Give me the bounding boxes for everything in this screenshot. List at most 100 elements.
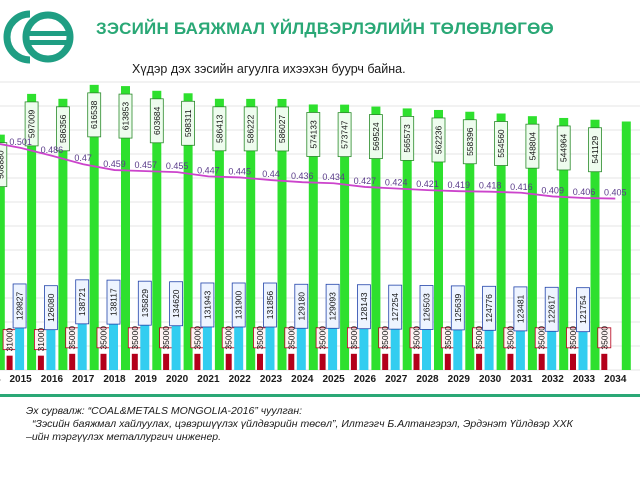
bar-series-1-2029 bbox=[444, 353, 451, 370]
bar-series-1-2022 bbox=[225, 353, 232, 370]
data-label-series-2-2016: 126080 bbox=[46, 293, 56, 322]
x-tick-label: 2029 bbox=[448, 374, 471, 385]
citation-line-1: “Зэсийн баяжмал хайлуулах, цэвэршүүлэх ү… bbox=[32, 418, 573, 430]
data-label-box bbox=[181, 100, 196, 146]
bar-series-3-2034 bbox=[621, 121, 631, 370]
bar-series-3-2017 bbox=[89, 84, 99, 371]
data-label-series-1-2024: 35000 bbox=[286, 326, 296, 350]
bar-series-3-2022 bbox=[246, 98, 256, 371]
bar-series-1-2030 bbox=[476, 353, 483, 370]
x-tick-label: 2027 bbox=[385, 374, 408, 385]
bar-series-2-2033 bbox=[578, 313, 588, 370]
bar-series-2-2030 bbox=[484, 312, 494, 370]
data-label-box bbox=[243, 106, 258, 152]
data-label-box bbox=[149, 98, 164, 144]
data-label-series-1-2017: 35000 bbox=[67, 326, 77, 350]
data-label-box bbox=[597, 327, 612, 349]
x-tick-label: 2022 bbox=[229, 374, 252, 385]
data-label-series-1-2025: 35000 bbox=[318, 326, 328, 350]
data-label-series-1-2027: 35000 bbox=[380, 326, 390, 350]
data-label-series-1-2032: 35000 bbox=[537, 326, 547, 350]
data-label-series-2-2029: 125639 bbox=[453, 293, 463, 322]
data-label-series-2-2025: 129093 bbox=[328, 292, 338, 321]
data-label-box bbox=[544, 286, 559, 332]
line-label-2021: 0.447 bbox=[197, 165, 220, 175]
bar-series-3-2020 bbox=[183, 93, 193, 370]
line-label-2019: 0.457 bbox=[135, 160, 158, 170]
data-label-series-1-2033: 35000 bbox=[568, 326, 578, 350]
x-tick-label: 2025 bbox=[322, 374, 345, 385]
x-tick-label: 2031 bbox=[510, 374, 533, 385]
data-label-series-1-2030: 35000 bbox=[474, 326, 484, 350]
data-label-box bbox=[450, 285, 465, 331]
data-label-box bbox=[294, 283, 309, 329]
data-label-box bbox=[400, 116, 415, 161]
bar-series-2-2028 bbox=[422, 311, 431, 370]
line-label-2024: 0.436 bbox=[291, 171, 314, 181]
data-label-series-1-2022: 35000 bbox=[224, 326, 234, 350]
page-title: ЗЭСИЙН БАЯЖМАЛ ҮЙЛДВЭРЛЭЛИЙН ТӨЛӨВЛӨГӨӨ bbox=[96, 19, 554, 38]
bar-series-3-2032 bbox=[559, 117, 569, 370]
data-label-series-3-2024: 574133 bbox=[308, 120, 318, 149]
data-label-box bbox=[56, 106, 70, 152]
x-tick-label: 2026 bbox=[354, 374, 377, 385]
bar-series-1-2023 bbox=[257, 353, 263, 370]
data-label-series-2-2023: 131856 bbox=[265, 291, 275, 320]
data-label-box bbox=[106, 279, 121, 325]
footer-divider bbox=[0, 394, 640, 397]
data-label-box bbox=[556, 125, 571, 171]
data-label-series-3-2030: 554560 bbox=[496, 129, 506, 158]
data-label-series-2-2028: 126503 bbox=[422, 293, 432, 322]
data-label-series-3-2015: 597009 bbox=[27, 109, 37, 138]
data-label-box bbox=[24, 101, 39, 147]
data-label-series-2-2026: 128143 bbox=[359, 292, 369, 321]
line-label-2028: 0.421 bbox=[416, 179, 439, 189]
citation-line-2: –ийн тэргүүлэх металлургич инженер. bbox=[26, 431, 222, 443]
x-tick-label: 2014 bbox=[0, 374, 1, 385]
bar-series-1-2033 bbox=[570, 353, 576, 370]
data-label-box bbox=[525, 123, 540, 169]
line-label-2031: 0.416 bbox=[510, 182, 533, 192]
bar-series-2-2024 bbox=[296, 310, 306, 370]
x-tick-label: 2034 bbox=[604, 374, 627, 385]
bar-series-3-2031 bbox=[527, 116, 537, 370]
data-label-series-2-2030: 124776 bbox=[484, 294, 494, 323]
data-label-box bbox=[388, 284, 403, 330]
bar-series-1-2018 bbox=[100, 353, 107, 370]
x-tick-label: 2021 bbox=[197, 374, 220, 385]
data-label-series-2-2018: 138117 bbox=[109, 288, 119, 316]
data-label-box bbox=[482, 285, 497, 331]
x-tick-label: 2028 bbox=[416, 374, 439, 385]
grade-line bbox=[0, 143, 616, 200]
data-label-box bbox=[513, 286, 528, 332]
bar-series-1-2034 bbox=[601, 353, 608, 370]
data-label-series-3-2033: 541129 bbox=[590, 136, 600, 164]
source-line: Эх сурвалж: “COAL&METALS MONGOLIA-2016” … bbox=[26, 405, 303, 417]
bar-series-3-2018 bbox=[121, 86, 130, 370]
data-label-series-3-2016: 586356 bbox=[58, 114, 68, 143]
data-label-box bbox=[12, 283, 27, 329]
x-tick-label: 2024 bbox=[291, 374, 314, 385]
bar-series-2-2031 bbox=[515, 312, 525, 370]
data-label-box bbox=[212, 106, 227, 152]
bar-series-2-2021 bbox=[202, 308, 212, 370]
data-label-series-1-2031: 35000 bbox=[505, 326, 515, 350]
data-label-series-3-2029: 558396 bbox=[465, 127, 475, 156]
line-label-2017: 0.47 bbox=[74, 153, 92, 163]
bar-series-3-2014 bbox=[0, 134, 5, 370]
data-label-box bbox=[200, 282, 215, 328]
bar-series-2-2016 bbox=[46, 311, 56, 370]
bar-series-2-2026 bbox=[359, 310, 369, 370]
data-label-box bbox=[306, 112, 321, 157]
bar-series-1-2016 bbox=[37, 355, 44, 370]
line-label-2034: 0.405 bbox=[604, 188, 627, 198]
data-label-box bbox=[44, 285, 58, 331]
data-label-series-1-2034: 35000 bbox=[599, 326, 609, 350]
line-label-2016: 0.486 bbox=[41, 145, 64, 155]
bar-series-3-2027 bbox=[402, 108, 412, 370]
data-label-series-3-2022: 586222 bbox=[246, 114, 256, 143]
data-label-series-1-2019: 35000 bbox=[130, 326, 140, 350]
bar-series-2-2017 bbox=[77, 305, 87, 370]
data-label-box bbox=[275, 106, 289, 152]
bar-series-1-2031 bbox=[507, 353, 514, 370]
